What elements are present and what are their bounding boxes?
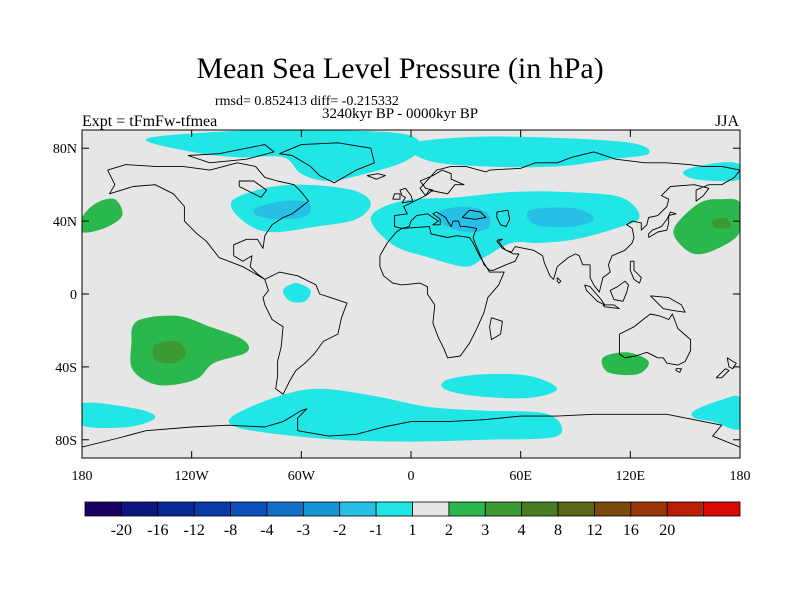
x-tick-label: 120E [616,469,646,484]
coastline-south-america [262,271,348,395]
anomaly-regions [82,130,740,442]
colorbar-swatch [557,501,595,517]
coastline-madagascar [489,317,503,341]
colorbar-label: -3 [297,522,310,539]
region-south-indian-high [601,352,649,376]
season-label: JJA [715,113,740,130]
colorbar-swatch [375,501,413,517]
coastline-greenland [279,142,375,184]
region-southern-ocean-low-pacific-west [82,402,156,429]
x-tick-label: 60E [509,469,532,484]
region-north-atlantic-low-core [253,200,312,220]
x-tick-label: 180 [730,469,751,484]
region-north-pacific-high-core [712,217,732,229]
colorbar: -20 -16 -12 -8 -4 -3 -2 -1 1 2 3 4 8 12 16 20 [84,501,741,539]
colorbar-swatch [339,501,377,517]
coastline-great-britain [399,187,414,204]
colorbar-label: 2 [445,522,453,539]
colorbar-swatch [594,501,632,517]
y-tick-label: 0 [70,288,77,303]
colorbar-swatch [703,501,741,517]
colorbar-label: -4 [260,522,273,539]
region-siberia-low [405,136,650,168]
colorbar-swatch [630,501,668,517]
colorbar-label: 3 [481,522,489,539]
region-southern-ocean-low-pacific-east [691,395,740,430]
colorbar-swatch [521,501,559,517]
coastline-japan [648,211,677,238]
colorbar-swatch [412,501,450,517]
y-tick-label: 80S [55,434,77,449]
coastline-tasmania [675,368,682,373]
colorbar-label: -8 [224,522,237,539]
y-tick-label: 40N [53,215,77,230]
colorbar-swatch [120,501,159,517]
coastline-antarctica [82,408,740,448]
region-southern-ocean-low-atlantic [228,388,563,442]
coastline-java [602,304,620,310]
colorbar-label: -1 [369,522,382,539]
region-north-pacific-high-east [673,198,740,255]
colorbar-swatch [157,501,195,517]
x-tick-label: 0 [408,469,415,484]
stats-line: rmsd= 0.852413 diff= -0.215332 [215,94,399,109]
coastline-africa [379,226,505,359]
coastline-north-america [107,162,310,280]
colorbar-label: 12 [586,522,602,539]
colorbar-swatch [448,501,486,517]
coastline-new-zealand-north [726,357,737,370]
coastlines [82,142,740,448]
coastline-new-zealand-south [715,368,730,379]
colorbar-label: 1 [409,522,417,539]
coastline-caspian-sea [496,209,511,228]
axis-ticks: 180 120W 60W 0 60E 120E 180 80N 40N 0 40S 80S [53,130,751,484]
coastline-eurasia [394,151,740,293]
coastline-philippines [629,260,642,284]
coastline-new-guinea [650,295,686,313]
colorbar-swatch [302,501,341,517]
region-arctic-greenland-low [145,130,421,181]
x-tick-label: 120W [175,469,210,484]
region-south-pacific-high [130,315,250,386]
coastline-ireland [392,193,401,200]
region-amazon-low [282,283,311,303]
experiment-label: Expt = tFmFw-tfmea [82,113,218,130]
x-tick-label: 60W [288,469,316,484]
colorbar-label: -20 [111,522,132,539]
colorbar-swatch [230,501,268,517]
colorbar-swatch [266,501,304,517]
colorbar-label: 4 [518,522,526,539]
region-south-pacific-high-core [152,340,187,364]
colorbar-swatch [193,501,231,517]
coastline-iceland [366,173,386,180]
colorbar-label: -16 [147,522,168,539]
colorbar-label: 20 [659,522,675,539]
colorbar-swatch [84,501,122,517]
colorbar-label: 16 [623,522,639,539]
y-tick-label: 80N [53,142,77,157]
region-eurasia-low-core-east [526,207,594,228]
chart-title: Mean Sea Level Pressure (in hPa) [196,52,604,85]
region-north-pacific-high-west [82,198,123,233]
y-tick-label: 40S [55,361,77,376]
colorbar-label: -12 [184,522,205,539]
coastline-black-sea [461,209,487,220]
coastline-sri-lanka [556,277,562,284]
region-southern-ocean-low-indian [441,373,558,399]
colorbar-label: -2 [333,522,346,539]
x-tick-label: 180 [72,469,93,484]
period-line: 3240kyr BP - 0000kyr BP [322,106,479,122]
coastline-arctic-islands [187,144,275,164]
coastline-hudson-bay [238,180,268,198]
colorbar-swatch [666,501,705,517]
coastline-australia [618,313,692,366]
colorbar-label: 8 [554,522,562,539]
plot-background [82,130,740,458]
coastline-borneo [609,280,629,302]
colorbar-swatch [484,501,523,517]
